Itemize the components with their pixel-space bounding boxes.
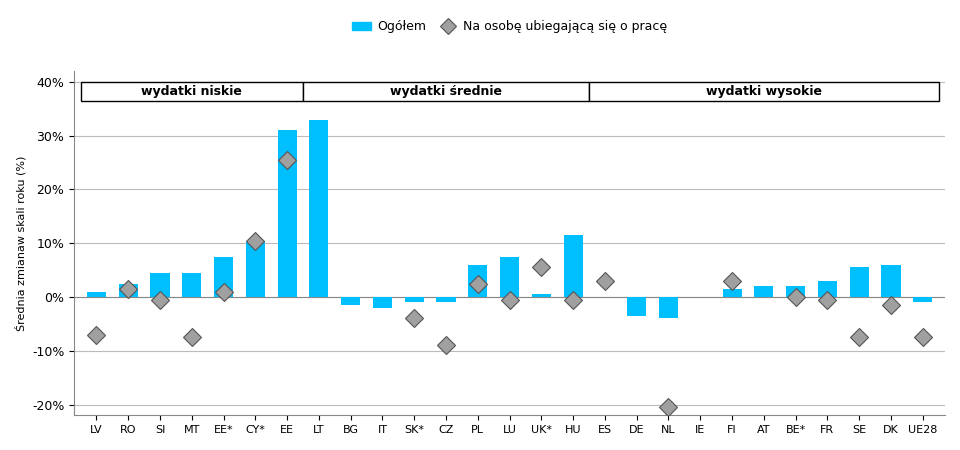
Bar	[723, 289, 741, 297]
Bar	[214, 256, 233, 297]
Text: wydatki średnie: wydatki średnie	[390, 85, 502, 98]
Bar	[786, 286, 805, 297]
Bar	[341, 297, 360, 305]
Bar	[881, 265, 900, 297]
Legend: Ogółem, Na osobę ubiegającą się o pracę: Ogółem, Na osobę ubiegającą się o pracę	[347, 15, 672, 38]
Bar	[755, 286, 774, 297]
Bar	[818, 281, 837, 297]
Bar	[468, 265, 488, 297]
Bar	[119, 284, 137, 297]
Y-axis label: Średnia zmianaw skali roku (%): Średnia zmianaw skali roku (%)	[15, 156, 27, 331]
Bar	[246, 240, 265, 297]
Bar	[500, 256, 519, 297]
Bar	[659, 297, 678, 319]
Bar	[277, 130, 297, 297]
Bar	[437, 297, 456, 302]
FancyBboxPatch shape	[303, 82, 589, 101]
Bar	[913, 297, 932, 302]
Bar	[627, 297, 646, 316]
Text: wydatki wysokie: wydatki wysokie	[706, 85, 822, 98]
Bar	[850, 267, 869, 297]
Bar	[532, 294, 551, 297]
Bar	[372, 297, 392, 308]
Bar	[564, 235, 583, 297]
Bar	[86, 292, 106, 297]
Text: wydatki niskie: wydatki niskie	[141, 85, 242, 98]
Bar	[309, 120, 328, 297]
FancyBboxPatch shape	[589, 82, 939, 101]
Bar	[182, 273, 202, 297]
Bar	[151, 273, 170, 297]
Bar	[405, 297, 423, 302]
FancyBboxPatch shape	[81, 82, 303, 101]
